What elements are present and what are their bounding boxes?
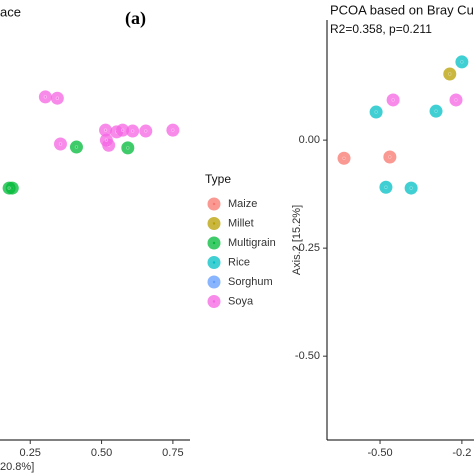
point-center [55, 96, 60, 100]
legend-swatch-center [212, 241, 216, 245]
left-title: ace [0, 4, 21, 19]
point-center [434, 109, 438, 113]
point-center [460, 60, 464, 64]
point-center [74, 145, 79, 149]
point-center [374, 110, 378, 114]
point-center [388, 155, 392, 159]
point-center [342, 156, 346, 160]
legend-swatch-center [212, 280, 216, 284]
legend-label: Multigrain [228, 237, 276, 249]
x-tick-label: 0.75 [162, 447, 183, 459]
y-tick-label: -0.50 [295, 350, 320, 362]
y-tick-label: 0.00 [299, 134, 320, 146]
point-center [43, 95, 48, 99]
legend-swatch-center [212, 222, 216, 225]
legend-label: Soya [228, 295, 254, 307]
x-tick-label: 0.25 [20, 447, 41, 459]
right-y-label: Axis.2 [15.2%] [291, 205, 303, 275]
legend-label: Maize [228, 198, 257, 210]
point-center [391, 98, 395, 102]
point-center [103, 128, 108, 132]
x-tick-label: -0.2 [452, 447, 471, 459]
point-center [454, 98, 458, 102]
x-tick-label: -0.50 [367, 447, 392, 459]
legend-label: Sorghum [228, 276, 273, 288]
point-center [409, 186, 413, 190]
point-center [58, 142, 63, 146]
point-center [144, 129, 148, 133]
right-title: PCOA based on Bray Cu [330, 2, 474, 17]
legend-label: Millet [228, 217, 254, 229]
point-center [171, 128, 175, 132]
left-x-label: 20.8%] [0, 461, 34, 473]
point-center [120, 128, 125, 132]
legend-swatch-center [212, 300, 216, 303]
point-center [104, 138, 109, 142]
x-tick-label: 0.50 [91, 447, 112, 459]
legend-swatch-center [212, 261, 216, 264]
legend-label: Rice [228, 256, 250, 268]
point-center [448, 72, 452, 76]
y-tick-label: -0.25 [295, 242, 320, 254]
point-center [130, 129, 135, 133]
right-subtitle: R2=0.358, p=0.211 [330, 22, 432, 36]
legend-swatch-center [212, 202, 216, 206]
panel-label: (a) [125, 8, 146, 29]
point-center [7, 186, 11, 190]
point-center [384, 185, 388, 189]
legend-title: Type [205, 172, 231, 186]
point-center [126, 146, 130, 150]
